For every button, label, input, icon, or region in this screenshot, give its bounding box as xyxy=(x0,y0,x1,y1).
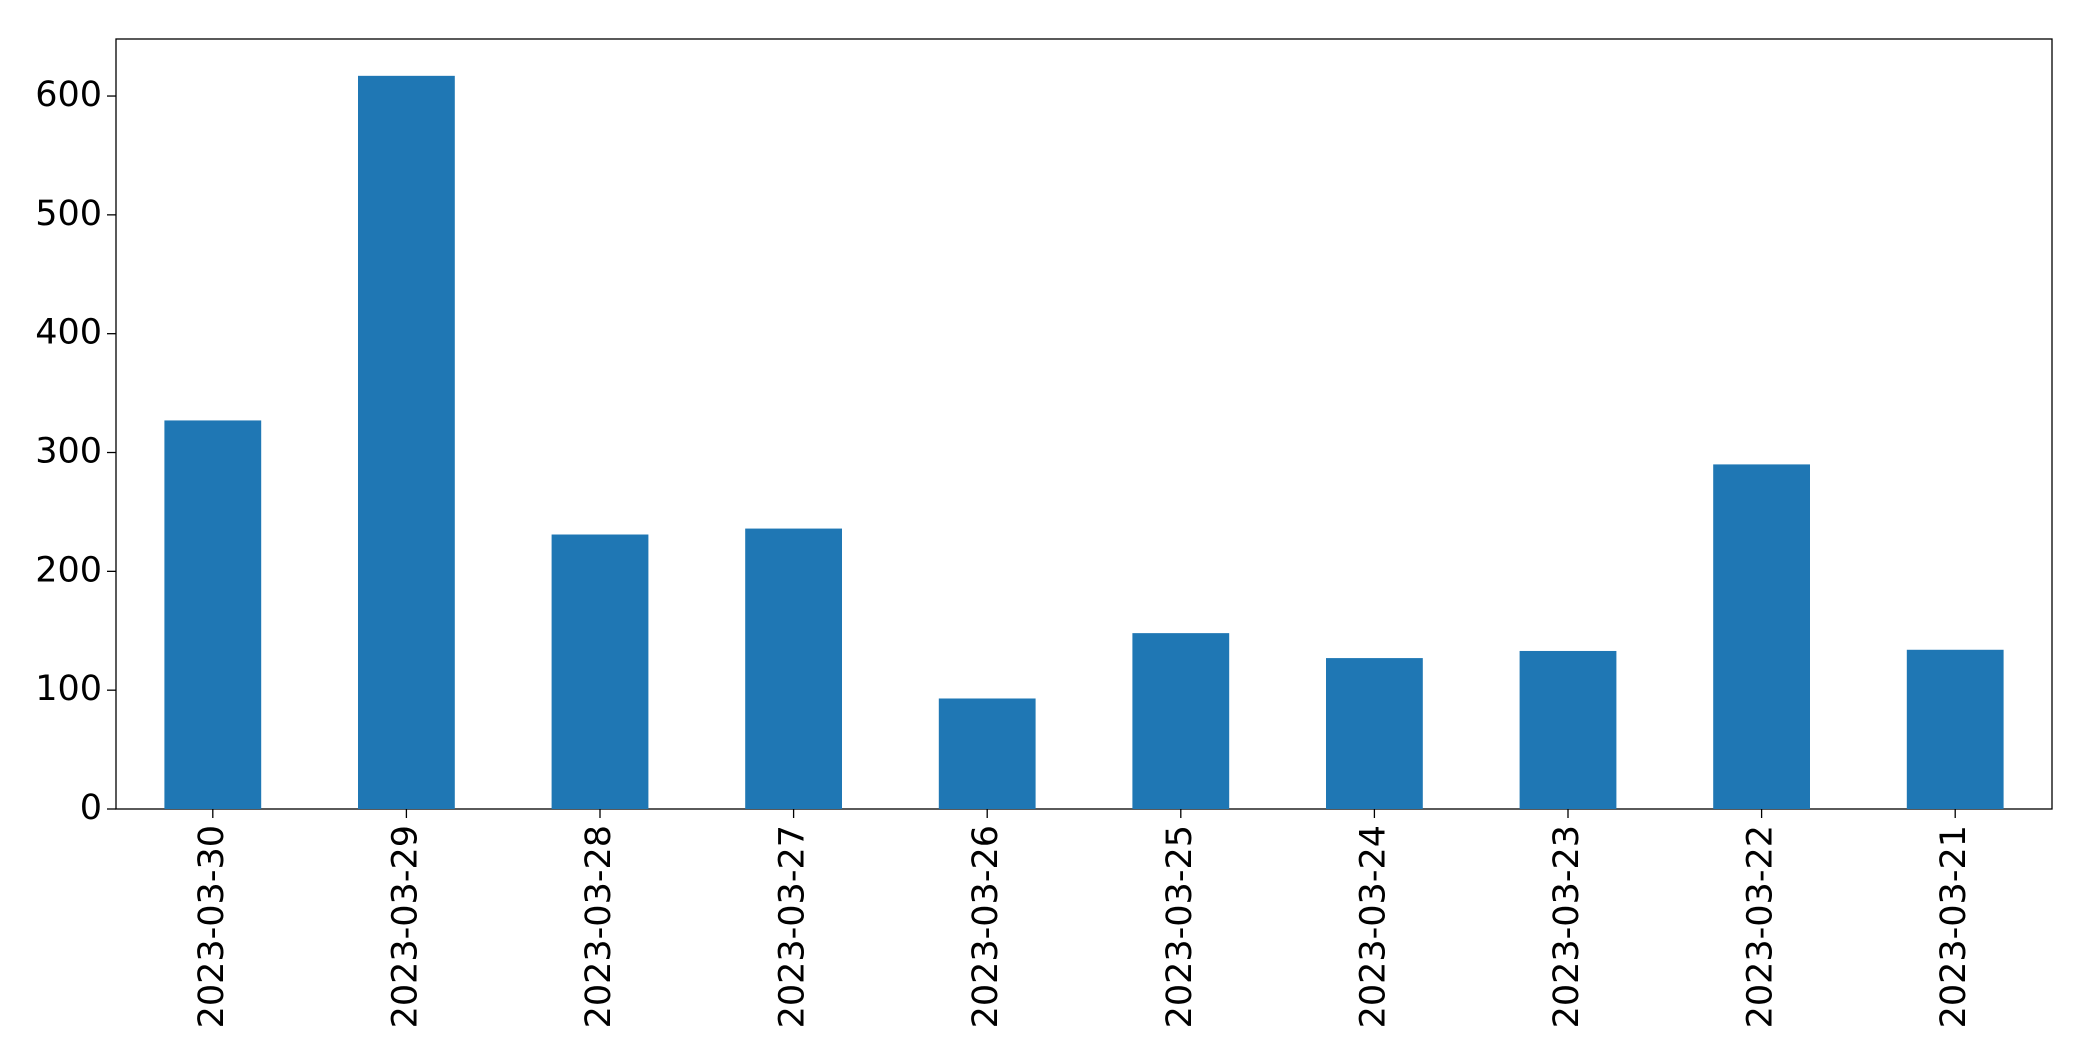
bar xyxy=(1906,649,2004,809)
y-tick-label: 400 xyxy=(35,313,102,353)
x-tick-label: 2023-03-30 xyxy=(192,825,232,1028)
x-tick-label: 2023-03-21 xyxy=(1934,825,1974,1028)
bar xyxy=(1713,464,1810,809)
x-tick-label: 2023-03-23 xyxy=(1547,825,1587,1028)
y-tick-label: 300 xyxy=(35,432,102,472)
y-tick-label: 100 xyxy=(35,669,102,709)
x-tick-label: 2023-03-28 xyxy=(579,825,619,1028)
bar xyxy=(164,420,262,809)
axes-frame xyxy=(115,38,2053,810)
x-tick-label: 2023-03-26 xyxy=(966,825,1006,1028)
x-tick-label: 2023-03-25 xyxy=(1160,825,1200,1028)
bar xyxy=(1132,633,1230,809)
bar xyxy=(938,698,1036,809)
x-tick-label: 2023-03-24 xyxy=(1353,825,1393,1028)
bar xyxy=(745,528,842,809)
bar xyxy=(1519,650,1617,809)
y-tick-label: 600 xyxy=(35,75,102,115)
bar xyxy=(1326,658,1423,809)
bar xyxy=(551,534,649,809)
x-tick-label: 2023-03-29 xyxy=(385,825,425,1028)
y-tick-label: 0 xyxy=(80,788,102,828)
x-tick-label: 2023-03-27 xyxy=(773,825,813,1028)
bar xyxy=(358,75,455,809)
y-tick-label: 200 xyxy=(35,550,102,590)
x-tick-label: 2023-03-22 xyxy=(1741,825,1781,1028)
y-tick-label: 500 xyxy=(35,194,102,234)
